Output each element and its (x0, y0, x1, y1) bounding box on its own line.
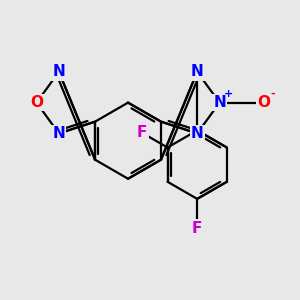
Text: N: N (191, 126, 204, 141)
Text: N: N (52, 126, 65, 141)
Text: N: N (213, 95, 226, 110)
Text: F: F (192, 221, 202, 236)
Text: O: O (257, 95, 270, 110)
Text: N: N (191, 64, 204, 79)
Text: F: F (137, 125, 147, 140)
Text: +: + (224, 89, 233, 99)
Text: N: N (52, 64, 65, 79)
Text: O: O (30, 95, 43, 110)
Text: -: - (270, 89, 274, 99)
